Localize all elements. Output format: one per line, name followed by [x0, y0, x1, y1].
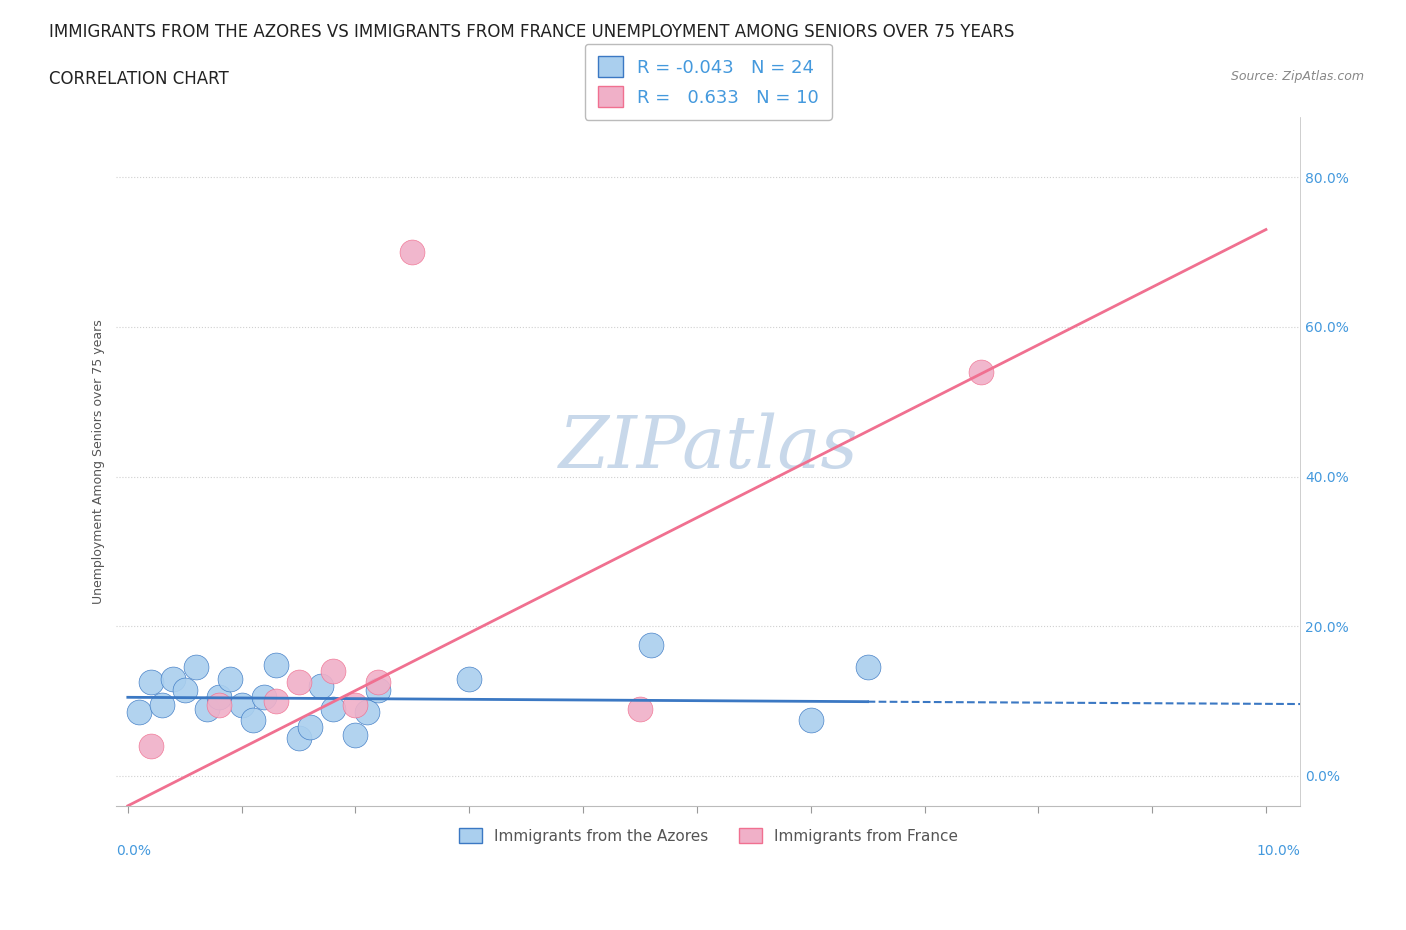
Text: CORRELATION CHART: CORRELATION CHART [49, 70, 229, 87]
Point [231, 698, 253, 712]
Point [458, 671, 481, 686]
Point [150, 698, 173, 712]
Point [287, 675, 309, 690]
Point [640, 637, 662, 652]
Text: IMMIGRANTS FROM THE AZORES VS IMMIGRANTS FROM FRANCE UNEMPLOYMENT AMONG SENIORS : IMMIGRANTS FROM THE AZORES VS IMMIGRANTS… [49, 23, 1015, 41]
Point [367, 683, 389, 698]
Point [208, 698, 231, 712]
Point [197, 701, 219, 716]
Text: 10.0%: 10.0% [1256, 844, 1301, 857]
Point [264, 694, 287, 709]
Point [287, 731, 309, 746]
Point [356, 705, 378, 720]
Point [800, 712, 823, 727]
Point [162, 671, 184, 686]
Point [264, 658, 287, 672]
Legend: Immigrants from the Azores, Immigrants from France: Immigrants from the Azores, Immigrants f… [453, 821, 965, 850]
Point [322, 701, 344, 716]
Point [367, 675, 389, 690]
Point [322, 664, 344, 679]
Text: ZIPatlas: ZIPatlas [558, 413, 858, 483]
Point [970, 365, 993, 379]
Point [856, 660, 879, 675]
Point [208, 690, 231, 705]
Text: 0.0%: 0.0% [117, 844, 152, 857]
Point [344, 727, 367, 742]
Point [128, 705, 150, 720]
Point [173, 683, 195, 698]
Point [311, 679, 333, 694]
Point [242, 712, 264, 727]
Point [628, 701, 651, 716]
Point [139, 675, 162, 690]
Text: Source: ZipAtlas.com: Source: ZipAtlas.com [1230, 70, 1364, 83]
Point [139, 738, 162, 753]
Point [401, 245, 423, 259]
Y-axis label: Unemployment Among Seniors over 75 years: Unemployment Among Seniors over 75 years [93, 319, 105, 604]
Point [219, 671, 242, 686]
Point [298, 720, 321, 735]
Point [253, 690, 276, 705]
Point [184, 660, 207, 675]
Point [344, 698, 367, 712]
